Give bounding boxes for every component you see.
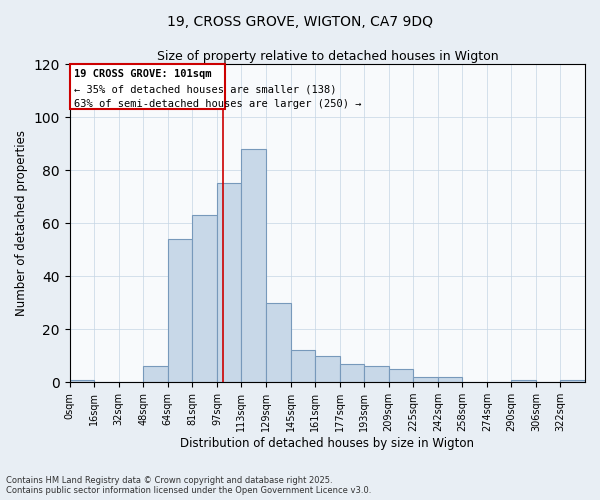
Y-axis label: Number of detached properties: Number of detached properties [15,130,28,316]
Bar [511,380,536,382]
Bar [193,215,217,382]
Text: 19 CROSS GROVE: 101sqm: 19 CROSS GROVE: 101sqm [74,70,211,80]
Text: Contains HM Land Registry data © Crown copyright and database right 2025.
Contai: Contains HM Land Registry data © Crown c… [6,476,371,495]
Text: 63% of semi-detached houses are larger (250) →: 63% of semi-detached houses are larger (… [74,98,361,108]
Bar [217,184,241,382]
Bar [143,366,168,382]
Bar [290,350,315,382]
Title: Size of property relative to detached houses in Wigton: Size of property relative to detached ho… [157,50,498,63]
Bar [340,364,364,382]
Bar [315,356,340,382]
Bar [413,377,438,382]
Bar [70,380,94,382]
Bar [560,380,585,382]
X-axis label: Distribution of detached houses by size in Wigton: Distribution of detached houses by size … [181,437,475,450]
Text: ← 35% of detached houses are smaller (138): ← 35% of detached houses are smaller (13… [74,84,337,94]
Bar [364,366,389,382]
Bar [438,377,462,382]
Bar [241,149,266,382]
Text: 19, CROSS GROVE, WIGTON, CA7 9DQ: 19, CROSS GROVE, WIGTON, CA7 9DQ [167,15,433,29]
FancyBboxPatch shape [70,64,225,109]
Bar [266,302,290,382]
Bar [389,369,413,382]
Bar [168,239,193,382]
